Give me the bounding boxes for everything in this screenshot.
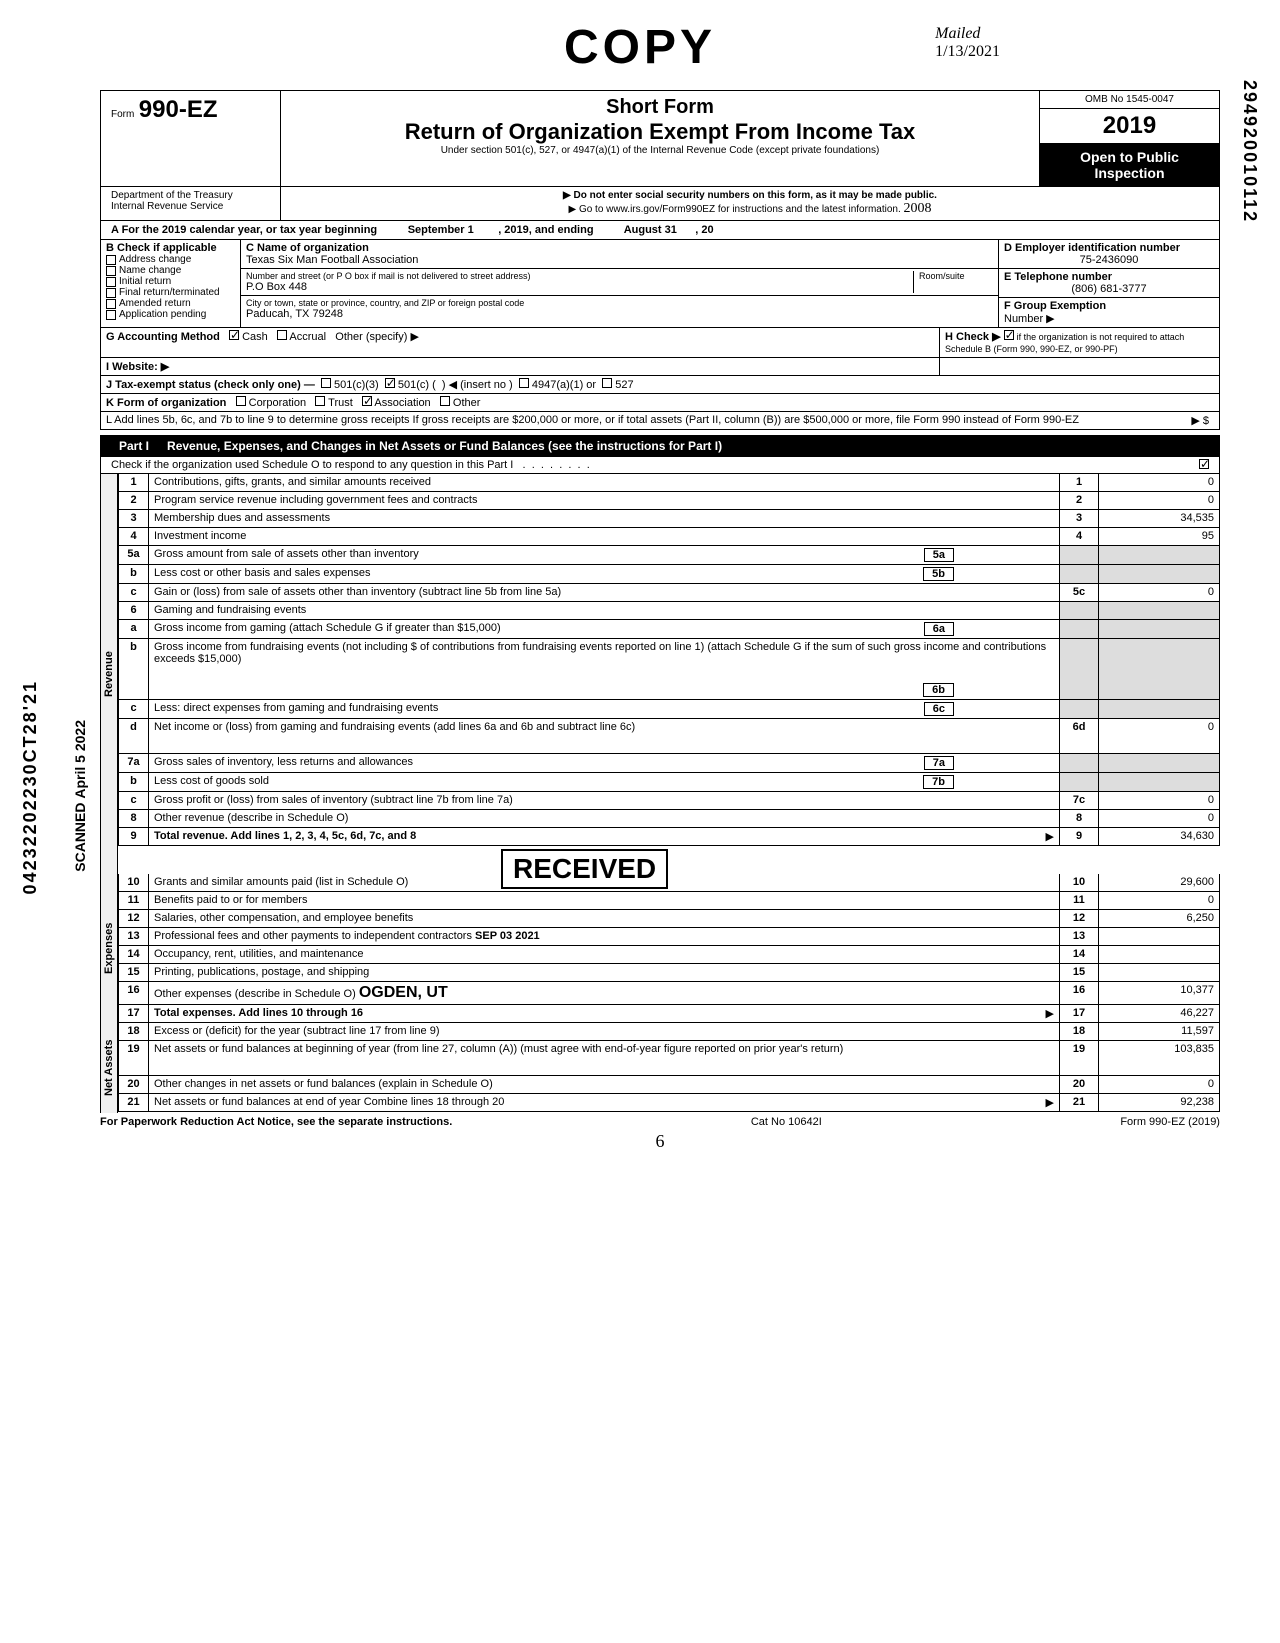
line-15: 15Printing, publications, postage, and s… — [118, 964, 1220, 982]
footer-row: For Paperwork Reduction Act Notice, see … — [100, 1113, 1220, 1131]
527-checkbox[interactable] — [602, 378, 612, 388]
other-org-checkbox[interactable] — [440, 396, 450, 406]
dept-treasury: Department of the Treasury Internal Reve… — [101, 187, 281, 220]
form-prefix: Form — [111, 109, 134, 120]
line-20: 20Other changes in net assets or fund ba… — [118, 1076, 1220, 1094]
dept-row: Department of the Treasury Internal Reve… — [100, 187, 1220, 221]
page-marker: 6 — [100, 1131, 1220, 1152]
name-change-checkbox[interactable] — [106, 266, 116, 276]
section-c: C Name of organization Texas Six Man Foo… — [241, 240, 999, 327]
h-checkbox[interactable] — [1004, 330, 1014, 340]
section-a-row: A For the 2019 calendar year, or tax yea… — [100, 221, 1220, 240]
phone: (806) 681-3777 — [1004, 283, 1214, 295]
form-number-box: Form 990-EZ — [101, 91, 281, 186]
line-5b: bLess cost or other basis and sales expe… — [118, 565, 1220, 584]
net-assets-label: Net Assets — [101, 1023, 118, 1113]
line-12: 12Salaries, other compensation, and empl… — [118, 910, 1220, 928]
line-1: 1Contributions, gifts, grants, and simil… — [118, 474, 1220, 492]
street-address: P.O Box 448 — [246, 281, 913, 293]
title-undertext: Under section 501(c), 527, or 4947(a)(1)… — [286, 145, 1034, 156]
line-3: 3Membership dues and assessments334,535 — [118, 510, 1220, 528]
line-16: 16Other expenses (describe in Schedule O… — [118, 982, 1220, 1005]
info-section: B Check if applicable Address change Nam… — [100, 240, 1220, 328]
mailed-annotation: Mailed 1/13/2021 — [935, 25, 1000, 61]
form-ref: Form 990-EZ (2019) — [1120, 1116, 1220, 1128]
4947-checkbox[interactable] — [519, 378, 529, 388]
initial-return-checkbox[interactable] — [106, 277, 116, 287]
title-box: Short Form Return of Organization Exempt… — [281, 91, 1039, 186]
scanned-label: SCANNED April 5 2022 — [72, 720, 88, 872]
line-13: 13Professional fees and other payments t… — [118, 928, 1220, 946]
accrual-checkbox[interactable] — [277, 330, 287, 340]
paperwork-notice: For Paperwork Reduction Act Notice, see … — [100, 1116, 452, 1128]
title-subtitle: Return of Organization Exempt From Incom… — [286, 119, 1034, 145]
line-2: 2Program service revenue including gover… — [118, 492, 1220, 510]
revenue-label: Revenue — [101, 474, 118, 874]
cat-number: Cat No 10642I — [751, 1116, 822, 1128]
line-18: 18Excess or (deficit) for the year (subt… — [118, 1023, 1220, 1041]
ein: 75-2436090 — [1004, 254, 1214, 266]
line-5a: 5aGross amount from sale of assets other… — [118, 546, 1220, 565]
address-change-checkbox[interactable] — [106, 255, 116, 265]
dept-notes: ▶ Do not enter social security numbers o… — [281, 187, 1219, 220]
line-5c: cGain or (loss) from sale of assets othe… — [118, 584, 1220, 602]
section-l-row: L Add lines 5b, 6c, and 7b to line 9 to … — [100, 412, 1220, 430]
tax-year: 2019 — [1040, 109, 1219, 144]
line-6d: dNet income or (loss) from gaming and fu… — [118, 719, 1220, 754]
city-state-zip: Paducah, TX 79248 — [246, 308, 993, 320]
line-9: 9Total revenue. Add lines 1, 2, 3, 4, 5c… — [118, 828, 1220, 846]
line-8: 8Other revenue (describe in Schedule O)8… — [118, 810, 1220, 828]
line-21: 21Net assets or fund balances at end of … — [118, 1094, 1220, 1112]
line-14: 14Occupancy, rent, utilities, and mainte… — [118, 946, 1220, 964]
line-6a: aGross income from gaming (attach Schedu… — [118, 620, 1220, 639]
open-public-label: Open to Public Inspection — [1040, 144, 1219, 186]
corp-checkbox[interactable] — [236, 396, 246, 406]
accounting-row: G Accounting Method Cash Accrual Other (… — [100, 328, 1220, 358]
tax-exempt-row: J Tax-exempt status (check only one) — 5… — [100, 376, 1220, 394]
trust-checkbox[interactable] — [315, 396, 325, 406]
part-1-check: Check if the organization used Schedule … — [100, 457, 1220, 474]
left-side-date: 04232202230CT28'21 — [20, 680, 41, 894]
line-6: 6Gaming and fundraising events — [118, 602, 1220, 620]
assoc-checkbox[interactable] — [362, 396, 372, 406]
amended-return-checkbox[interactable] — [106, 299, 116, 309]
line-7a: 7aGross sales of inventory, less returns… — [118, 754, 1220, 773]
line-6b: bGross income from fundraising events (n… — [118, 639, 1220, 700]
expenses-label: Expenses — [101, 874, 118, 1023]
line-10: 10Grants and similar amounts paid (list … — [118, 874, 1220, 892]
line-19: 19Net assets or fund balances at beginni… — [118, 1041, 1220, 1076]
section-b: B Check if applicable Address change Nam… — [101, 240, 241, 327]
line-7c: cGross profit or (loss) from sales of in… — [118, 792, 1220, 810]
line-11: 11Benefits paid to or for members110 — [118, 892, 1220, 910]
right-header-box: OMB No 1545-0047 2019 Open to Public Ins… — [1039, 91, 1219, 186]
form-org-row: K Form of organization Corporation Trust… — [100, 394, 1220, 412]
org-name: Texas Six Man Football Association — [246, 254, 993, 266]
application-pending-checkbox[interactable] — [106, 310, 116, 320]
line-6c: cLess: direct expenses from gaming and f… — [118, 700, 1220, 719]
form-number: 990-EZ — [139, 96, 218, 123]
line-17: 17Total expenses. Add lines 10 through 1… — [118, 1005, 1220, 1023]
501c3-checkbox[interactable] — [321, 378, 331, 388]
form-header: Form 990-EZ Short Form Return of Organiz… — [100, 90, 1220, 187]
mailed-label: Mailed — [935, 25, 1000, 43]
line-4: 4Investment income495 — [118, 528, 1220, 546]
501c-checkbox[interactable] — [385, 378, 395, 388]
right-side-number: 294920010112 — [1239, 80, 1260, 223]
final-return-checkbox[interactable] — [106, 288, 116, 298]
part-1-header: Part I Revenue, Expenses, and Changes in… — [100, 435, 1220, 457]
cash-checkbox[interactable] — [229, 330, 239, 340]
received-stamp: RECEIVED — [501, 849, 668, 889]
schedule-o-checkbox[interactable] — [1199, 459, 1209, 469]
copy-stamp: COPY — [564, 20, 716, 75]
mailed-date: 1/13/2021 — [935, 43, 1000, 61]
omb-number: OMB No 1545-0047 — [1040, 91, 1219, 109]
title-short-form: Short Form — [286, 96, 1034, 119]
line-7b: bLess cost of goods sold7b — [118, 773, 1220, 792]
section-def: D Employer identification number 75-2436… — [999, 240, 1219, 327]
website-row: I Website: ▶ — [100, 358, 1220, 376]
